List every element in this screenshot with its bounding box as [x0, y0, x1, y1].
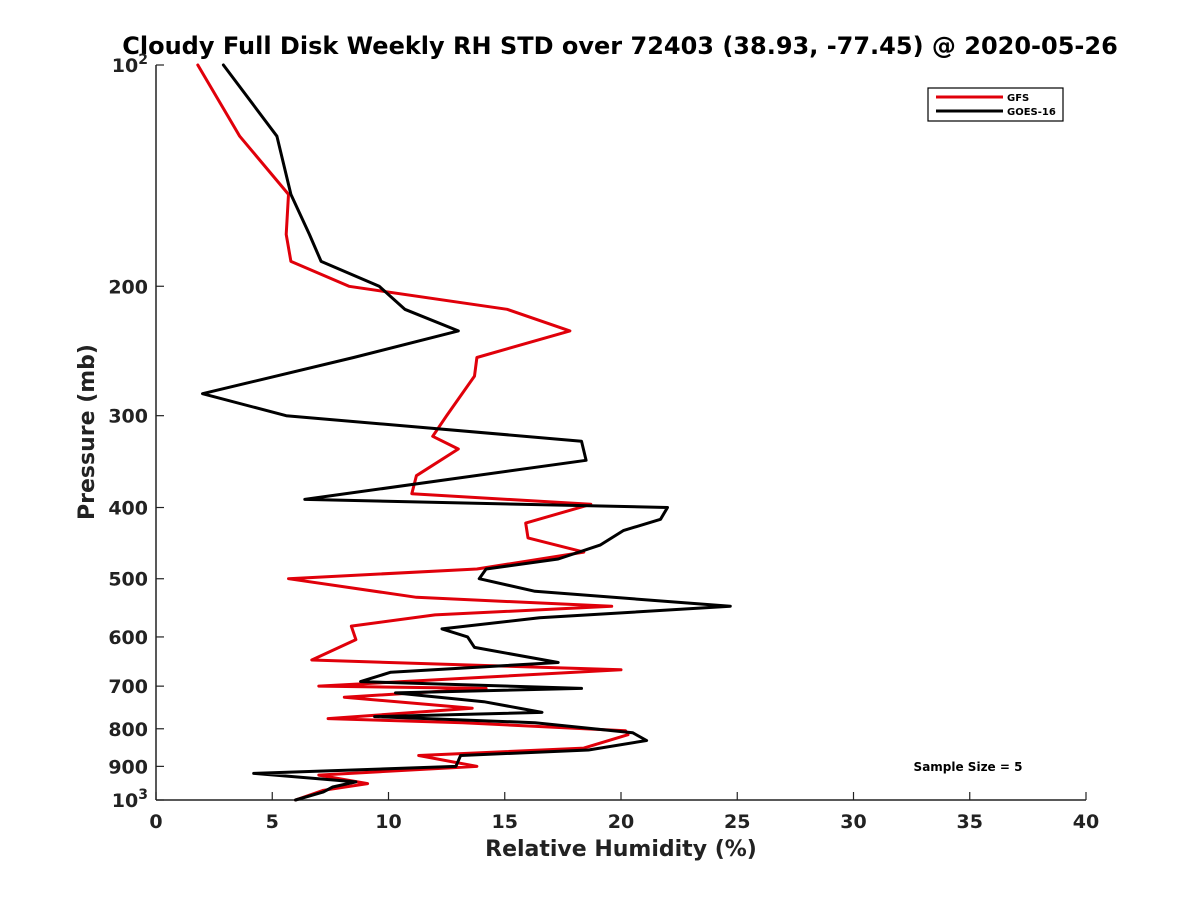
y-tick-label: 200: [108, 276, 148, 298]
y-tick-label: 600: [108, 627, 148, 649]
y-tick-base: 500: [108, 569, 148, 591]
y-tick-label: 103: [112, 787, 148, 812]
series-line-gfs: [196, 63, 630, 802]
y-tick-label: 800: [108, 719, 148, 741]
y-tick-base: 800: [108, 719, 148, 741]
x-tick-label: 0: [149, 811, 162, 833]
y-tick-base: 200: [108, 276, 148, 298]
x-tick-label: 10: [375, 811, 401, 833]
y-tick-base: 600: [108, 627, 148, 649]
y-axis-label: Pressure (mb): [75, 344, 100, 520]
y-tick-label: 400: [108, 498, 148, 520]
x-tick-label: 5: [266, 811, 279, 833]
y-tick-exponent: 2: [138, 52, 148, 68]
y-tick-base: 400: [108, 498, 148, 520]
legend: GFS GOES-16: [927, 87, 1064, 122]
x-tick-label: 20: [608, 811, 634, 833]
plot-frame: [155, 65, 1086, 801]
y-tick-label: 700: [108, 676, 148, 698]
series-group: [196, 63, 732, 802]
y-tick-label: 300: [108, 406, 148, 428]
series-line-goes-16: [201, 63, 732, 802]
y-tick-base: 300: [108, 406, 148, 428]
x-tick-label: 30: [840, 811, 866, 833]
y-tick-base: 700: [108, 676, 148, 698]
legend-label: GOES-16: [1007, 107, 1056, 118]
y-tick-exponent: 3: [138, 787, 148, 803]
y-tick-label: 102: [112, 52, 148, 77]
y-tick-base: 10: [112, 55, 138, 77]
y-tick-label: 900: [108, 756, 148, 778]
legend-label: GFS: [1007, 93, 1029, 104]
x-tick-label: 15: [492, 811, 518, 833]
x-axis-label: Relative Humidity (%): [485, 837, 757, 862]
x-tick-label: 25: [724, 811, 750, 833]
x-tick-label: 35: [957, 811, 983, 833]
sample-size-annotation: Sample Size = 5: [914, 760, 1023, 774]
y-tick-base: 900: [108, 756, 148, 778]
y-tick-label: 500: [108, 569, 148, 591]
x-tick-label: 40: [1073, 811, 1099, 833]
legend-box: [927, 87, 1064, 122]
y-tick-base: 10: [112, 790, 138, 812]
chart-title: Cloudy Full Disk Weekly RH STD over 7240…: [122, 32, 1118, 60]
x-axis: 0 5 10 15 20 25 30 35 40: [149, 792, 1099, 833]
